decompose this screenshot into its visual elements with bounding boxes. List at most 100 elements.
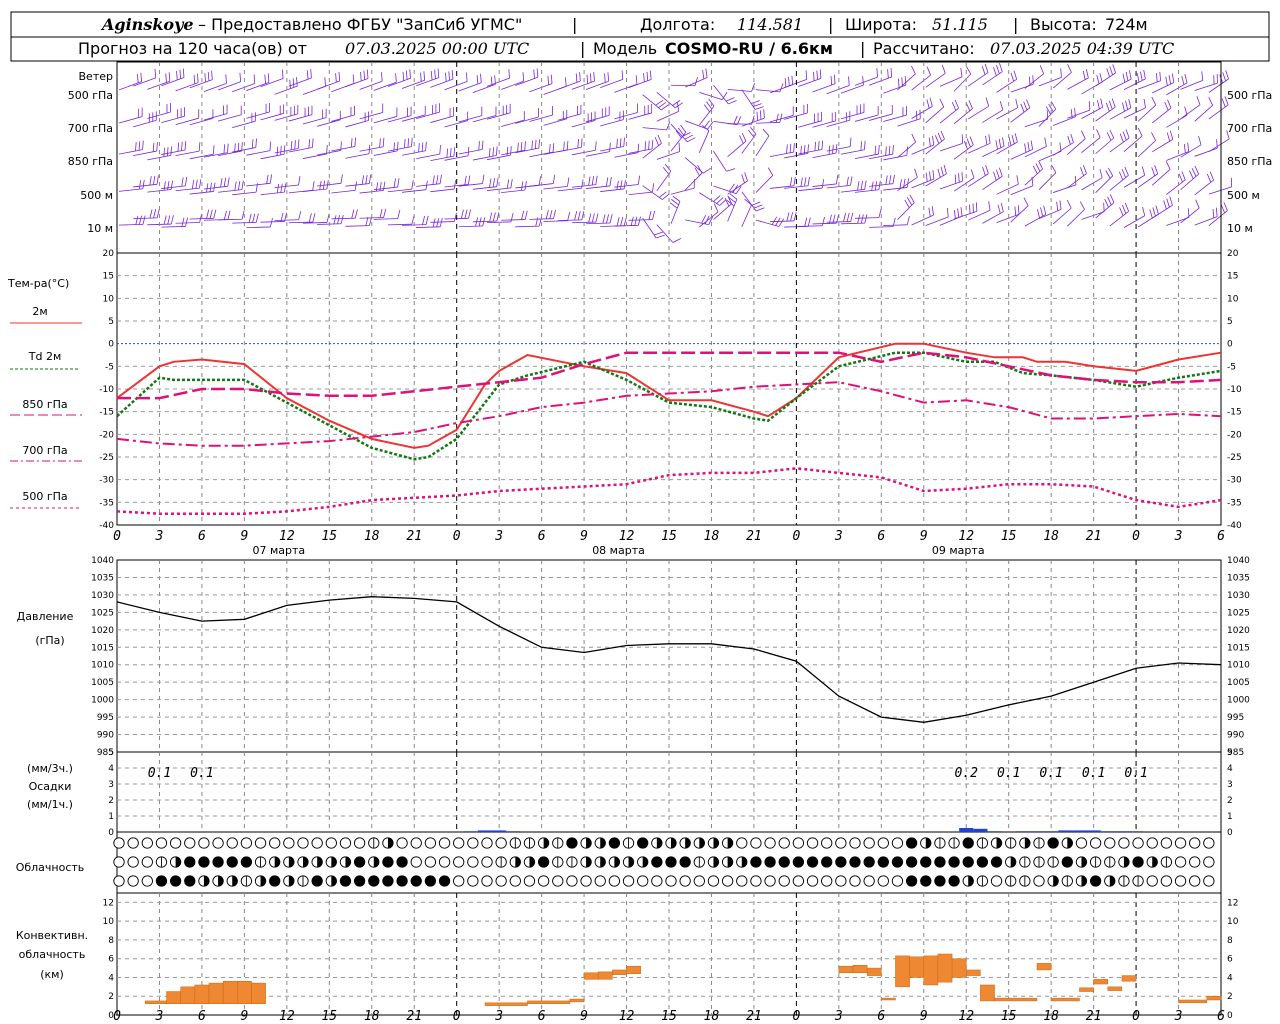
wind-barb-feather (878, 145, 880, 155)
cloud-half (288, 856, 295, 868)
wind-barb-shaft (1010, 107, 1031, 123)
wind-barb-feather (621, 70, 624, 80)
wind-barb-feather (1122, 205, 1127, 214)
wind-barb-feather (899, 179, 902, 189)
wind-barb-shaft (529, 218, 554, 220)
xtick-upper: 15 (321, 529, 337, 544)
wind-barb-shaft (133, 120, 157, 128)
xtick-upper: 15 (661, 529, 677, 544)
cloud-circle (509, 875, 521, 887)
xtick-lower: 18 (704, 1009, 720, 1024)
xtick-upper: 21 (1086, 529, 1102, 544)
wind-barb-feather (425, 215, 429, 225)
wind-barb-shaft (118, 188, 143, 192)
wind-barb-feather (793, 143, 795, 153)
wind-barb-feather (1191, 168, 1197, 177)
xtick-upper: 0 (1132, 529, 1140, 544)
wind-barb-shaft (1109, 107, 1131, 120)
wind-barb-feather (156, 175, 159, 185)
cloud-circle (750, 875, 762, 887)
wind-barb-feather (430, 71, 433, 81)
cloud-symbol-low (594, 875, 606, 887)
wind-barb-feather (849, 137, 852, 147)
wind-barb-shaft (939, 180, 963, 190)
conv-bar (923, 955, 939, 986)
wind-barb-shaft (175, 82, 199, 92)
cloud-half (331, 875, 337, 887)
wind-barb-shaft (770, 220, 795, 223)
temp-series-2 (117, 351, 1222, 400)
wind-barb-feather (654, 231, 663, 236)
wind-barb-shaft (458, 82, 482, 92)
cloud-symbol-mid (750, 856, 762, 868)
prec-ytick-left: 5 (108, 748, 114, 758)
wind-barb-feather (1082, 70, 1086, 80)
wind-barb-feather (333, 215, 337, 225)
wind-barb-shaft (670, 123, 688, 143)
wind-barb-feather (909, 194, 915, 203)
cloud-symbol-high (651, 837, 663, 849)
wind-level-700hpa: 700 гПа (68, 122, 113, 135)
wind-barb-feather (290, 140, 293, 150)
wind-barb-feather (467, 146, 470, 156)
temp-ytick-left: 5 (108, 317, 114, 327)
wind-barb-feather (814, 141, 817, 151)
wind-barb-shaft (302, 117, 327, 125)
wind-barb-feather (283, 183, 287, 193)
wind-barb-feather (565, 77, 567, 87)
cloud-circle (736, 837, 748, 849)
cloud-half (685, 837, 691, 849)
wind-barb-shaft (883, 155, 907, 161)
wind-barb-shaft (486, 187, 511, 191)
cloud-symbol-mid (792, 856, 805, 868)
cloud-circle (566, 875, 578, 887)
conv-title-1: Конвективн. (16, 929, 88, 942)
precip-bar (987, 831, 1002, 832)
wind-barb-shaft (1208, 104, 1229, 120)
cloud-circle (764, 875, 776, 887)
wind-barb-feather (1137, 127, 1143, 137)
wind-barb-shaft (1081, 137, 1101, 153)
wind-barb-shaft (161, 115, 185, 124)
pres-ytick-right: 995 (1227, 713, 1244, 723)
wind-barb-feather (911, 65, 916, 75)
wind-barbs (118, 63, 1233, 243)
cloud-circle (608, 875, 621, 887)
cloud-circle (1189, 856, 1201, 868)
wind-barb-feather (335, 73, 337, 83)
xtick-lower: 9 (580, 1009, 588, 1024)
wind-barb-feather (1014, 206, 1017, 216)
wind-barb-feather (252, 213, 256, 223)
wind-barb-feather (605, 177, 609, 187)
wind-barb-feather (928, 207, 931, 217)
wind-barb-shaft (189, 117, 214, 126)
cloud-circle (113, 837, 125, 849)
cloud-symbol-high (990, 837, 1003, 849)
wind-barb-shaft (628, 219, 653, 221)
wind-barb-feather (1128, 99, 1132, 108)
wind-barb-feather (1121, 169, 1127, 178)
wind-barb-shaft (600, 79, 623, 89)
wind-barb-shaft (911, 106, 933, 119)
wind-barb-feather (402, 71, 405, 81)
wind-barb-shaft (288, 221, 313, 224)
wind-barb-feather (267, 73, 270, 83)
wind-barb-feather (906, 197, 913, 206)
legend-2m: 2м (32, 305, 47, 318)
cloud-symbol-mid (339, 856, 352, 868)
wind-barb-feather (940, 166, 944, 176)
wind-barb-feather (929, 171, 931, 181)
wind-barb-feather (988, 201, 991, 211)
wind-barb-feather (999, 63, 1003, 72)
cloud-symbol-high (1189, 837, 1201, 849)
conv-bar (484, 1002, 528, 1006)
wind-barb-feather (1151, 167, 1156, 176)
wind-barb-shaft (218, 218, 243, 221)
wind-barb-shaft (656, 151, 680, 160)
wind-barb-feather (637, 216, 641, 226)
wind-barb-shaft (288, 77, 312, 87)
wind-barb-shaft (925, 138, 945, 155)
wind-barb-feather (425, 141, 427, 151)
wind-barb-feather (739, 135, 744, 144)
wind-barb-feather (404, 138, 406, 149)
